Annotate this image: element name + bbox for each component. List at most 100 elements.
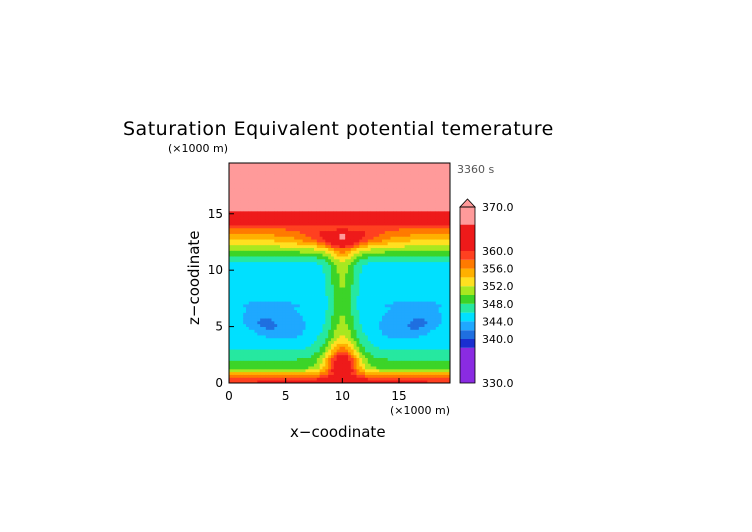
heatmap-cell — [353, 315, 357, 319]
heatmap-cell — [322, 225, 326, 229]
heatmap-cell — [243, 337, 247, 342]
heatmap-cell — [288, 253, 292, 257]
heatmap-cell — [353, 174, 357, 178]
heatmap-cell — [302, 216, 306, 220]
heatmap-cell — [379, 363, 383, 367]
heatmap-cell — [268, 309, 272, 313]
heatmap-cell — [297, 256, 301, 260]
heatmap-cell — [316, 258, 321, 263]
heatmap-cell — [237, 284, 241, 288]
heatmap-cell — [314, 287, 318, 291]
heatmap-cell — [285, 230, 289, 234]
heatmap-cell — [407, 250, 411, 254]
heatmap-cell — [362, 174, 366, 178]
heatmap-cell — [322, 264, 326, 268]
heatmap-cell — [373, 337, 377, 342]
heatmap-cell — [396, 287, 400, 291]
heatmap-cell — [367, 239, 372, 243]
heatmap-cell — [362, 318, 366, 322]
heatmap-cell — [254, 236, 258, 240]
heatmap-cell — [234, 329, 238, 333]
heatmap-cell — [336, 318, 340, 322]
heatmap-cell — [376, 261, 380, 265]
heatmap-cell — [342, 267, 346, 271]
heatmap-cell — [234, 258, 238, 263]
heatmap-cell — [285, 366, 289, 370]
heatmap-cell — [237, 216, 241, 220]
heatmap-cell — [365, 241, 369, 246]
heatmap-cell — [291, 289, 295, 294]
heatmap-cell — [251, 304, 255, 308]
heatmap-cell — [277, 275, 281, 280]
heatmap-cell — [316, 188, 321, 192]
heatmap-cell — [407, 306, 411, 311]
heatmap-cell — [285, 346, 289, 350]
heatmap-cell — [350, 295, 355, 299]
heatmap-cell — [336, 253, 340, 257]
heatmap-cell — [265, 216, 270, 220]
heatmap-cell — [316, 196, 321, 201]
heatmap-cell — [274, 278, 278, 282]
heatmap-cell — [348, 171, 352, 175]
heatmap-cell — [379, 360, 383, 364]
heatmap-cell — [305, 225, 309, 229]
heatmap-cell — [390, 301, 394, 305]
heatmap-cell — [348, 253, 352, 257]
heatmap-cell — [285, 312, 289, 316]
heatmap-cell — [305, 168, 309, 172]
heatmap-cell — [251, 360, 255, 364]
heatmap-cell — [243, 264, 247, 268]
heatmap-cell — [384, 219, 389, 223]
heatmap-cell — [362, 366, 366, 370]
heatmap-cell — [390, 185, 394, 189]
heatmap-cell — [331, 309, 335, 313]
heatmap-cell — [345, 368, 349, 373]
heatmap-cell — [401, 368, 406, 373]
heatmap-cell — [353, 236, 357, 240]
heatmap-cell — [260, 346, 264, 350]
heatmap-cell — [356, 196, 360, 201]
heatmap-cell — [350, 304, 355, 308]
heatmap-cell — [367, 210, 372, 215]
heatmap-cell — [399, 304, 403, 308]
heatmap-cell — [257, 213, 261, 217]
heatmap-cell — [407, 360, 411, 364]
heatmap-cell — [319, 368, 323, 373]
heatmap-cell — [246, 230, 250, 234]
heatmap-cell — [229, 258, 233, 263]
heatmap-cell — [350, 360, 355, 364]
heatmap-cell — [387, 227, 391, 232]
heatmap-cell — [365, 329, 369, 333]
heatmap-cell — [328, 233, 332, 237]
heatmap-cell — [384, 182, 389, 186]
heatmap-cell — [240, 377, 244, 381]
heatmap-cell — [322, 241, 326, 246]
heatmap-cell — [282, 371, 287, 375]
heatmap-cell — [291, 349, 295, 353]
heatmap-cell — [257, 332, 261, 336]
heatmap-cell — [254, 298, 258, 302]
heatmap-cell — [348, 351, 352, 356]
heatmap-cell — [382, 241, 386, 246]
heatmap-cell — [314, 267, 318, 271]
heatmap-cell — [280, 284, 284, 288]
heatmap-cell — [285, 349, 289, 353]
heatmap-cell — [379, 196, 383, 201]
heatmap-cell — [280, 340, 284, 344]
heatmap-cell — [305, 284, 309, 288]
heatmap-cell — [248, 368, 253, 373]
heatmap-cell — [299, 329, 304, 333]
heatmap-cell — [311, 318, 315, 322]
heatmap-cell — [277, 298, 281, 302]
heatmap-cell — [345, 346, 349, 350]
heatmap-cell — [254, 219, 258, 223]
heatmap-cell — [367, 366, 372, 370]
heatmap-cell — [234, 287, 238, 291]
heatmap-cell — [342, 196, 346, 201]
heatmap-cell — [268, 188, 272, 192]
heatmap-cell — [356, 380, 360, 384]
heatmap-cell — [328, 239, 332, 243]
heatmap-cell — [234, 380, 238, 384]
heatmap-cell — [336, 239, 340, 243]
heatmap-cell — [316, 278, 321, 282]
